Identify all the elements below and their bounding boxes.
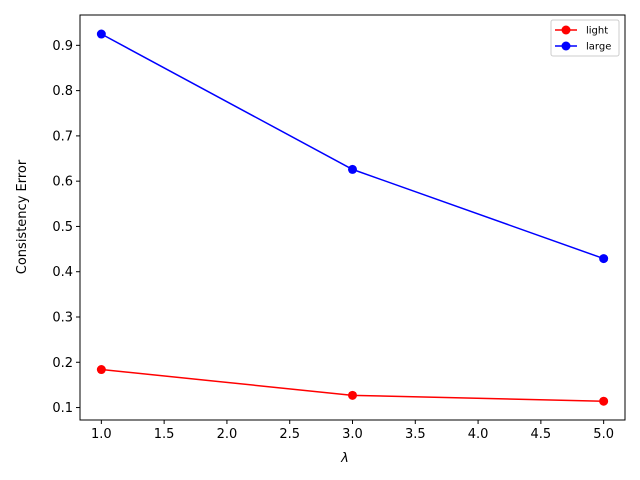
x-axis-ticks: 1.0 1.5 2.0 2.5 3.0 3.5 4.0 4.5 5.0 [91, 420, 614, 442]
legend-label: large [586, 42, 611, 53]
data-point-light [599, 396, 609, 406]
data-point-light [348, 390, 357, 400]
legend: light large [550, 19, 620, 57]
series-light [96, 365, 609, 406]
x-axis-label: λ [340, 451, 349, 466]
data-point-large [348, 164, 357, 174]
data-point-light [96, 365, 106, 375]
legend-label: light [586, 26, 608, 37]
x-tick-label: 5.0 [593, 427, 614, 442]
y-tick-label: 0.2 [52, 356, 73, 371]
data-point-large [96, 29, 106, 39]
plot-area [80, 15, 625, 420]
plot-frame [79, 14, 626, 421]
y-tick-label: 0.4 [52, 265, 73, 280]
x-tick-label: 1.0 [91, 427, 112, 442]
y-tick-label: 0.5 [52, 220, 73, 235]
series-large [96, 29, 609, 264]
x-tick-label: 2.0 [217, 427, 238, 442]
legend-item-large: large [555, 41, 611, 53]
legend-marker [561, 25, 571, 35]
y-tick-label: 0.8 [52, 84, 73, 99]
y-tick-label: 0.3 [52, 310, 73, 325]
data-point-large [599, 254, 609, 264]
x-tick-label: 4.0 [468, 427, 489, 442]
y-axis-label: Consistency Error [15, 159, 30, 274]
y-tick-label: 0.9 [52, 39, 73, 54]
y-tick-label: 0.6 [52, 175, 73, 190]
x-tick-label: 4.5 [531, 427, 552, 442]
x-tick-label: 1.5 [154, 427, 175, 442]
y-axis-ticks: 0.1 0.2 0.3 0.4 0.5 0.6 0.7 0.8 0.9 [52, 39, 80, 416]
x-tick-label: 3.5 [405, 427, 426, 442]
legend-item-light: light [555, 25, 608, 37]
x-tick-label: 2.5 [279, 427, 300, 442]
legend-marker [561, 41, 571, 51]
series-layer [96, 29, 609, 406]
y-tick-label: 0.1 [52, 401, 73, 416]
y-tick-label: 0.7 [52, 129, 73, 144]
x-tick-label: 3.0 [342, 427, 363, 442]
